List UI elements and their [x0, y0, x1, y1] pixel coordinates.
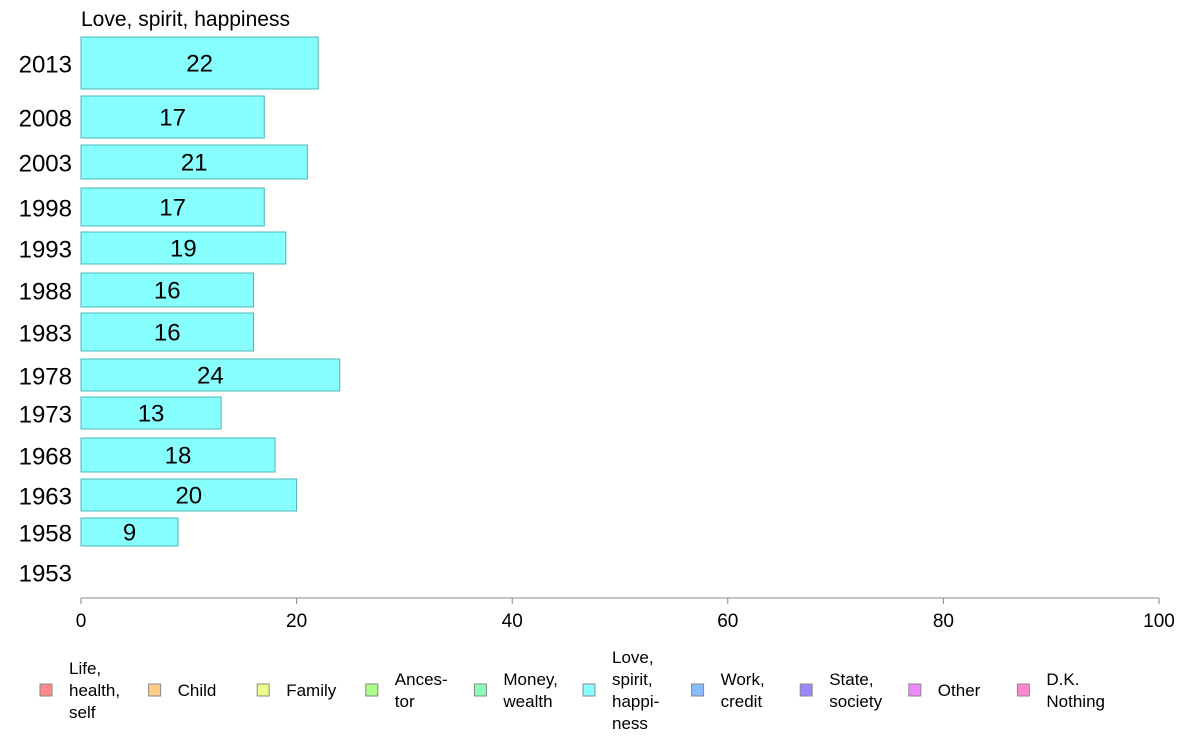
legend-label: Child: [178, 681, 217, 700]
bar-2003: [80, 144, 308, 180]
year-label: 1998: [19, 196, 72, 223]
legend-label: Other: [938, 681, 981, 700]
legend-label: D.K.: [1046, 670, 1079, 689]
year-label: 1993: [19, 237, 72, 264]
year-label: 1973: [19, 402, 72, 429]
bar-value-label: 19: [170, 236, 197, 263]
legend-swatch: [365, 683, 379, 697]
year-label: 2008: [19, 106, 72, 133]
year-label: 2003: [19, 151, 72, 178]
legend-label: Love,: [612, 648, 654, 667]
bar-1983: [80, 312, 254, 352]
bar-value-label: 21: [181, 150, 208, 177]
bar-value-label: 17: [159, 195, 186, 222]
x-tick-label: 40: [502, 611, 523, 632]
legend: Life, health, self Child Family Ances-tor Mone…: [39, 648, 1105, 733]
bar-value-label: 18: [165, 443, 192, 470]
legend-label: society: [829, 692, 882, 711]
legend-swatch: [908, 683, 922, 697]
x-tick-label: 20: [286, 611, 307, 632]
bar-value-label: 9: [123, 520, 136, 547]
legend-swatch: [799, 683, 813, 697]
bar-2013: [80, 36, 319, 90]
chart-title: Love, spirit, happiness: [81, 8, 290, 31]
legend-label: wealth: [502, 692, 552, 711]
legend-label: Ances-: [395, 670, 448, 689]
legend-swatch: [1016, 683, 1030, 697]
legend-label: Money,: [503, 670, 558, 689]
legend-label: happi-: [612, 692, 659, 711]
year-label: 1978: [19, 364, 72, 391]
year-label: 1963: [19, 484, 72, 511]
bar-1988: [80, 272, 254, 308]
legend-label: self: [69, 703, 96, 722]
year-label: 1968: [19, 444, 72, 471]
bar-1958: [80, 517, 179, 547]
bar-value-label: 17: [159, 105, 186, 132]
bar-value-label: 16: [154, 320, 181, 347]
legend-label: Work,: [721, 670, 765, 689]
legend-label: ness: [612, 714, 648, 733]
bar-value-label: 20: [175, 483, 202, 510]
legend-label: Life,: [69, 659, 101, 678]
bar-value-label: 16: [154, 278, 181, 305]
x-tick-label: 60: [717, 611, 738, 632]
legend-swatch: [148, 683, 162, 697]
bar-1968: [80, 437, 276, 473]
bar-1978: [80, 358, 341, 392]
bar-1993: [80, 231, 287, 265]
legend-label: Nothing: [1046, 692, 1105, 711]
legend-label: spirit,: [612, 670, 653, 689]
bar-value-label: 22: [186, 51, 213, 78]
legend-label: Family: [286, 681, 337, 700]
x-tick-label: 100: [1143, 611, 1175, 632]
bar-1998: [80, 187, 265, 227]
year-label: 1953: [19, 561, 72, 588]
year-label: 1988: [19, 279, 72, 306]
x-tick-label: 0: [76, 611, 87, 632]
year-label: 2013: [19, 52, 72, 79]
x-tick-label: 80: [933, 611, 954, 632]
year-label: 1958: [19, 521, 72, 548]
legend-swatch: [39, 683, 53, 697]
legend-swatch: [256, 683, 270, 697]
x-axis-ticks: 0 20 40 60 80 100: [76, 598, 1175, 632]
year-label: 1983: [19, 321, 72, 348]
legend-label: credit: [721, 692, 763, 711]
legend-swatch: [582, 683, 596, 697]
year-labels: 2013 2008 2003 1998 1993 1988 1983 1978 1973 1968…: [19, 52, 72, 588]
legend-label: State,: [829, 670, 873, 689]
bar-1963: [80, 478, 298, 512]
legend-swatch: [473, 683, 487, 697]
legend-swatch: [691, 683, 705, 697]
bar-value-label: 24: [197, 363, 224, 390]
legend-label: tor: [395, 692, 415, 711]
bar-1973: [80, 396, 222, 430]
bar-2008: [80, 95, 265, 139]
bar-value-label: 13: [138, 401, 165, 428]
legend-label: health,: [69, 681, 120, 700]
